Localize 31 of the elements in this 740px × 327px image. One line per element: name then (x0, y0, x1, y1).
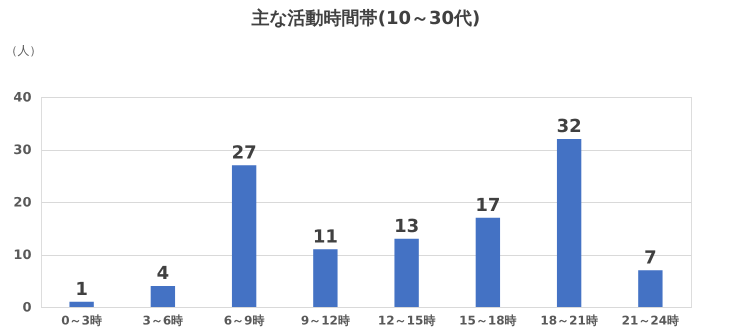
bar (232, 165, 256, 307)
y-tick-label: 10 (13, 248, 32, 263)
data-label: 1 (75, 278, 88, 300)
x-tick-label: 9～12時 (300, 314, 350, 327)
y-tick-label: 40 (13, 90, 32, 106)
data-label: 4 (156, 263, 170, 284)
chart-title: 主な活動時間帯(10～30代) (250, 8, 480, 29)
x-tick-label: 18～21時 (540, 314, 598, 327)
x-tick-label: 0～3時 (61, 314, 102, 327)
data-label: 27 (232, 142, 257, 164)
data-label: 11 (312, 226, 338, 248)
x-tick-label: 12～15時 (378, 314, 436, 327)
data-label: 17 (475, 194, 500, 216)
bar (69, 302, 94, 307)
y-tick-label: 20 (13, 196, 32, 210)
y-tick-label: 0 (22, 300, 32, 316)
bar (394, 238, 419, 307)
y-axis-title: （人） (6, 44, 42, 58)
x-tick-label: 3～6時 (142, 314, 184, 327)
bar (476, 218, 500, 307)
x-tick-label: 6～9時 (224, 314, 264, 327)
y-tick-label: 30 (13, 143, 32, 158)
bar (556, 139, 582, 307)
x-tick-label: 21～24時 (622, 314, 680, 327)
bar (638, 270, 663, 307)
data-label: 7 (644, 247, 657, 268)
x-tick-label: 15～18時 (459, 314, 517, 327)
bar (313, 249, 338, 307)
bar (150, 286, 176, 307)
data-label: 32 (556, 116, 582, 137)
data-label: 13 (394, 216, 420, 237)
